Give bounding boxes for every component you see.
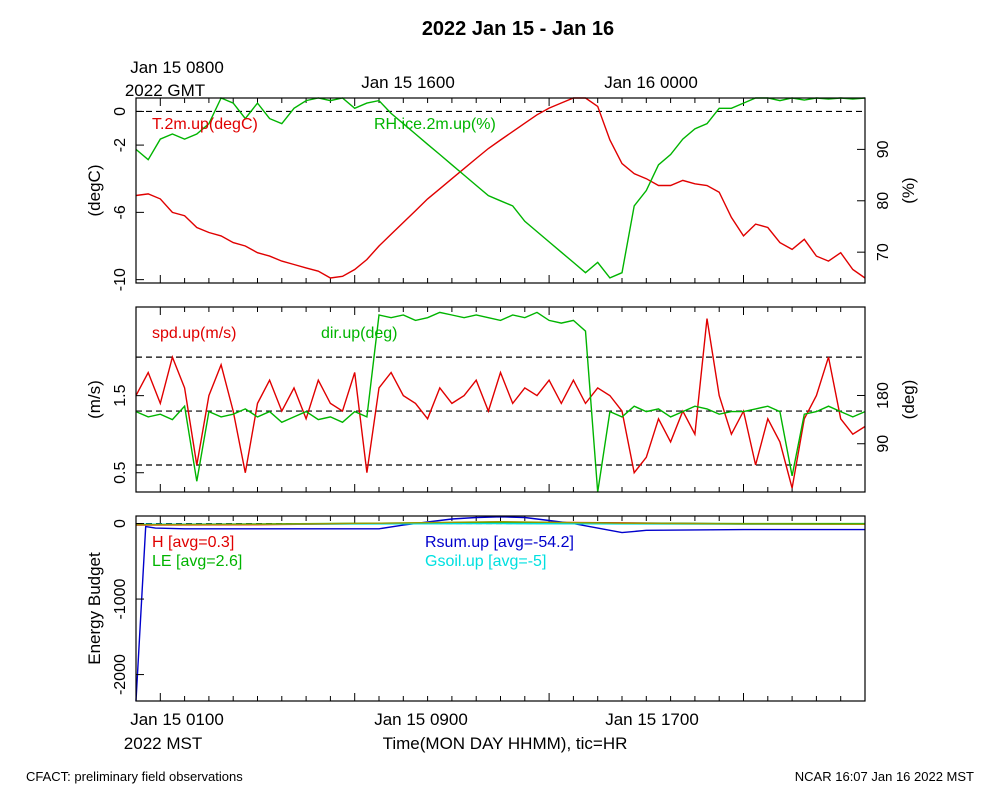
y-tick-label: 0.5 <box>112 462 129 484</box>
footer-right: NCAR 16:07 Jan 16 2022 MST <box>795 769 974 784</box>
bottom-axis-label-2: Jan 15 0900 <box>374 710 468 729</box>
footer-left: CFACT: preliminary field observations <box>26 769 243 784</box>
y2-tick-label: 180 <box>875 382 892 409</box>
panel-energy-budget: 0 -1000 -2000 Energy Budget <box>85 515 866 702</box>
y2-tick-label: 90 <box>875 140 892 158</box>
x-axis-title: Time(MON DAY HHMM), tic=HR <box>383 734 628 753</box>
chart-title: 2022 Jan 15 - Jan 16 <box>422 18 614 40</box>
y-axis-label: Energy Budget <box>85 552 104 665</box>
series-line-dir-up-deg <box>135 311 866 493</box>
y2-axis-label: (%) <box>899 177 918 203</box>
y2-tick-label: 70 <box>875 243 892 261</box>
y-tick-label: -2 <box>112 138 129 152</box>
bottom-axis-label-3: Jan 15 1700 <box>605 710 699 729</box>
series-line-spd-up-m-s <box>135 318 866 489</box>
legend-humidity: RH.ice.2m.up(%) <box>374 116 496 133</box>
y-tick-label: -6 <box>112 205 129 219</box>
panel-frame <box>135 515 866 702</box>
y2-axis-label: (deg) <box>899 380 918 420</box>
bottom-axis-label-1: Jan 15 0100 <box>130 710 224 729</box>
top-axis-label-2: Jan 16 0000 <box>604 73 698 92</box>
series-line-t-2m-up-degc <box>135 97 866 279</box>
y-axis-label: (degC) <box>85 165 104 217</box>
bottom-axis-year-label: 2022 MST <box>124 734 202 753</box>
y-tick-label: -10 <box>112 268 129 291</box>
legend-h: H [avg=0.3] <box>152 534 234 551</box>
legend-le: LE [avg=2.6] <box>152 553 242 570</box>
y-tick-label: -1000 <box>112 578 129 619</box>
legend-gsoil: Gsoil.up [avg=-5] <box>425 553 546 570</box>
legend-wind-speed: spd.up(m/s) <box>152 325 236 342</box>
y-tick-label: 0 <box>112 107 129 116</box>
y-tick-label: 1.5 <box>112 384 129 406</box>
series-line-olive <box>135 520 866 526</box>
legend-wind-direction: dir.up(deg) <box>321 325 398 342</box>
y2-tick-label: 90 <box>875 435 892 453</box>
y2-tick-label: 80 <box>875 192 892 210</box>
panel-frame <box>135 306 866 493</box>
legend-temperature: T.2m.up(degC) <box>152 116 258 133</box>
panel-frame <box>135 97 866 284</box>
top-axis-first-label: Jan 15 0800 <box>130 58 224 77</box>
legend-rsum: Rsum.up [avg=-54.2] <box>425 534 574 551</box>
top-axis-label-1: Jan 15 1600 <box>361 73 455 92</box>
y-tick-label: -2000 <box>112 654 129 695</box>
y-axis-label: (m/s) <box>85 380 104 419</box>
series-line-rsum-up <box>135 516 865 702</box>
y-tick-label: 0 <box>112 519 129 528</box>
series-line-rh-ice-2m-up <box>135 97 866 279</box>
panel-wind: 1.5 0.5 (m/s) 180 90 (deg) <box>85 306 918 493</box>
top-axis-year-label: 2022 GMT <box>125 81 205 100</box>
panel-temperature-humidity: 0 -2 -6 -10 (degC) 90 80 70 (%) <box>85 97 918 291</box>
